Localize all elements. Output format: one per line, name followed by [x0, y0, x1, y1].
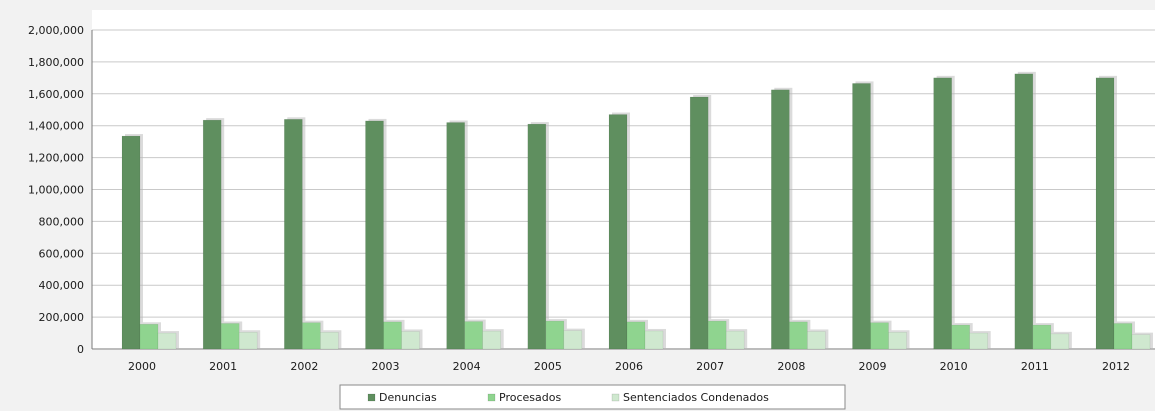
bar-sentenciados-condenados-2004: [482, 330, 501, 350]
bar-procesados-2008: [789, 321, 808, 350]
legend-swatch: [611, 393, 620, 402]
y-tick-label: 800,000: [39, 215, 85, 228]
x-tick-label: 2008: [777, 360, 805, 373]
legend-box: [339, 384, 846, 410]
bar-procesados-2005: [545, 320, 565, 350]
bar-denuncias-2003: [365, 120, 384, 350]
bar-denuncias-2001: [202, 119, 222, 350]
bar-procesados-2011: [1032, 324, 1052, 350]
bar-sentenciados-condenados-2006: [644, 330, 664, 350]
bar-sentenciados-condenados-2003: [401, 331, 420, 350]
y-tick-label: 400,000: [39, 279, 85, 292]
bar-denuncias-2009: [852, 83, 871, 350]
x-tick-label: 2010: [940, 360, 968, 373]
bar-procesados-2007: [707, 320, 727, 350]
y-tick-label: 200,000: [39, 311, 85, 324]
bar-sentenciados-condenados-2000: [157, 332, 177, 350]
bar-sentenciados-condenados-2002: [320, 332, 339, 350]
y-tick-label: 1,600,000: [28, 88, 84, 101]
bar-denuncias-2004: [446, 122, 465, 350]
y-tick-label: 2,000,000: [28, 24, 84, 37]
bar-denuncias-2008: [771, 89, 790, 350]
y-tick-label: 600,000: [39, 247, 85, 260]
bar-denuncias-2012: [1095, 77, 1115, 350]
bar-denuncias-2007: [689, 96, 709, 350]
x-tick-label: 2003: [372, 360, 400, 373]
legend-label: Denuncias: [379, 391, 437, 404]
bar-denuncias-2005: [527, 123, 547, 350]
bar-denuncias-2010: [933, 77, 952, 350]
bar-procesados-2009: [870, 322, 889, 350]
legend-swatch: [367, 393, 376, 402]
x-tick-label: 2011: [1021, 360, 1049, 373]
x-tick-label: 2004: [453, 360, 481, 373]
bar-sentenciados-condenados-2005: [563, 330, 583, 350]
y-tick-label: 1,800,000: [28, 56, 84, 69]
x-tick-label: 2009: [859, 360, 887, 373]
bar-sentenciados-condenados-2001: [238, 332, 258, 350]
bar-procesados-2000: [139, 324, 159, 350]
bar-procesados-2001: [220, 323, 240, 350]
bar-denuncias-2000: [121, 135, 141, 350]
bar-sentenciados-condenados-2007: [725, 330, 745, 350]
legend-swatch: [487, 393, 496, 402]
bar-procesados-2006: [626, 321, 646, 350]
x-tick-label: 2000: [128, 360, 156, 373]
bar-procesados-2002: [302, 322, 321, 350]
bar-denuncias-2011: [1014, 73, 1034, 350]
x-tick-label: 2001: [209, 360, 237, 373]
y-tick-label: 1,000,000: [28, 184, 84, 197]
bar-sentenciados-condenados-2010: [969, 332, 988, 350]
legend-label: Procesados: [499, 391, 561, 404]
bar-sentenciados-condenados-2009: [888, 332, 907, 350]
x-tick-label: 2005: [534, 360, 562, 373]
y-tick-label: 1,400,000: [28, 120, 84, 133]
bar-sentenciados-condenados-2011: [1050, 333, 1070, 350]
bar-procesados-2004: [464, 321, 483, 350]
bar-procesados-2010: [951, 324, 970, 350]
y-tick-label: 1,200,000: [28, 152, 84, 165]
x-tick-label: 2002: [290, 360, 318, 373]
bar-denuncias-2002: [284, 119, 303, 350]
bar-sentenciados-condenados-2008: [807, 331, 826, 350]
bar-denuncias-2006: [608, 114, 628, 350]
y-tick-label: 0: [77, 343, 84, 356]
x-tick-label: 2012: [1102, 360, 1130, 373]
x-tick-label: 2007: [696, 360, 724, 373]
legend-label: Sentenciados Condenados: [623, 391, 769, 404]
bar-procesados-2003: [383, 321, 402, 350]
bar-procesados-2012: [1113, 323, 1133, 350]
x-tick-label: 2006: [615, 360, 643, 373]
bar-sentenciados-condenados-2012: [1131, 334, 1151, 350]
legend: Denuncias Procesados Sentenciados Condenad…: [339, 384, 846, 410]
